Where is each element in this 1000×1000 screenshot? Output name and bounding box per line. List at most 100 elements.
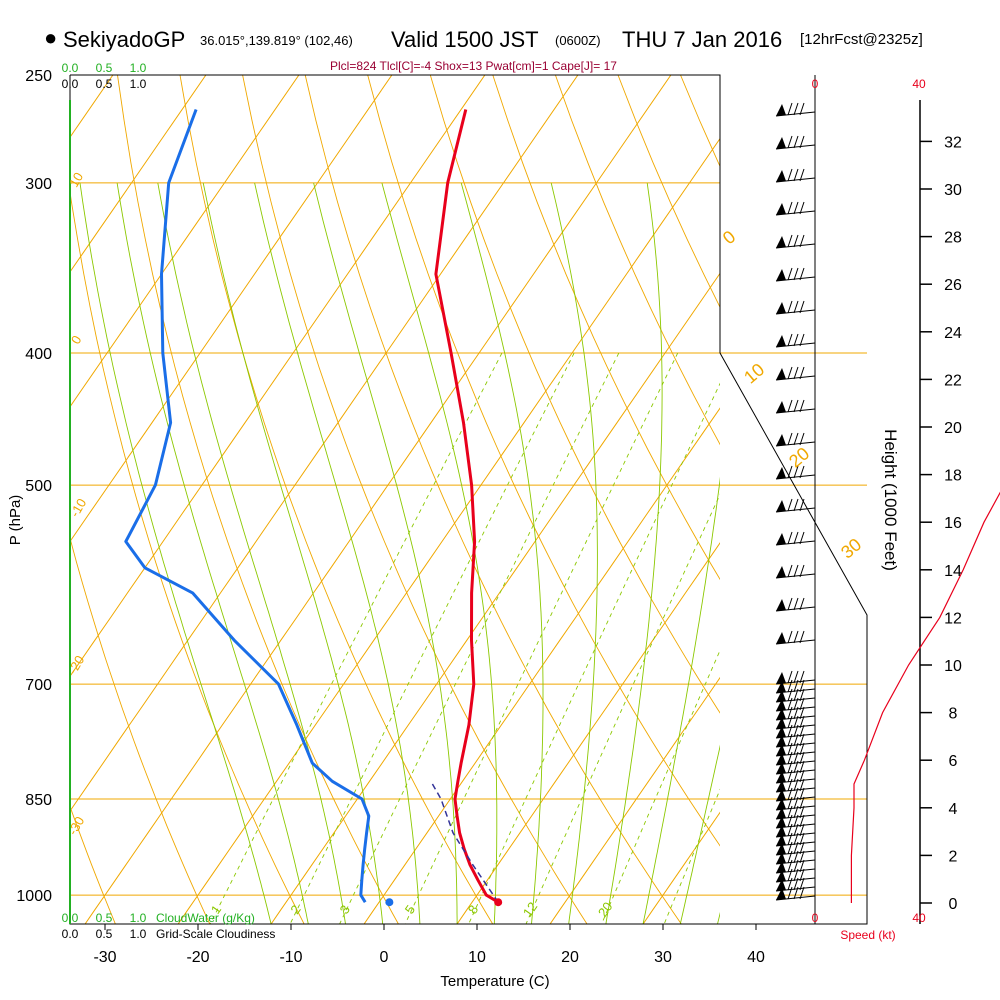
cloud-water-scale-label: 0.5 [96, 911, 113, 925]
wind-barb-feather [799, 850, 805, 864]
wind-barb [775, 432, 816, 447]
wind-barb-feather [787, 168, 793, 182]
wind-barb-flag [776, 807, 786, 819]
wind-barb-flag [776, 744, 786, 756]
height-tick-label: 6 [949, 753, 958, 770]
wind-barb-flag [776, 434, 786, 446]
wind-barb-feather [793, 760, 799, 774]
moist-adiabat-line [550, 182, 598, 924]
wind-barb-feather [787, 498, 793, 512]
isotherm-line [829, 75, 1000, 924]
cloudiness-scale-label: 0.0 [62, 927, 79, 941]
height-tick-label: 32 [944, 134, 962, 151]
wind-barb [775, 333, 816, 348]
wind-barb-feather [799, 796, 805, 810]
dry-adiabat-line [931, 75, 1000, 924]
dry-adiabat-line [70, 805, 116, 924]
wind-barb-flag [776, 632, 786, 644]
wind-barb [775, 597, 816, 612]
mixing-ratio-line [404, 352, 679, 924]
cloud-water-scale-label: 1.0 [130, 61, 147, 75]
moist-adiabat-line [254, 182, 421, 924]
wind-barb-feather [787, 697, 793, 711]
station-dot-icon: ● [44, 25, 58, 50]
moist-adiabat-line [679, 744, 720, 924]
wind-barb-feather [787, 796, 793, 810]
moist-adiabat-line [642, 476, 720, 924]
wind-barb [775, 679, 816, 694]
wind-barb-feather [799, 564, 805, 578]
wind-barb-feather [799, 366, 805, 380]
wind-barb [775, 366, 816, 381]
moist-adiabat-line [116, 182, 309, 924]
wind-barb-feather [787, 769, 793, 783]
wind-barb-flag [776, 137, 786, 149]
wind-barb [775, 399, 816, 414]
wind-barb-feather [799, 742, 805, 756]
parcel-path [429, 780, 499, 903]
temperature-profile [434, 109, 499, 904]
wind-barb-feather [787, 630, 793, 644]
cloudiness-scale-label: 1.0 [130, 927, 147, 941]
pressure-tick-label: 850 [25, 792, 52, 809]
pressure-tick-label: 300 [25, 176, 52, 193]
wind-barb-flag [776, 690, 786, 702]
wind-barb [775, 135, 816, 150]
station-coords: 36.015°,139.819° (102,46) [200, 33, 353, 48]
height-tick-label: 28 [944, 230, 962, 247]
wind-barb-feather [799, 168, 805, 182]
height-tick-label: 30 [944, 182, 962, 199]
wind-barb-feather [793, 688, 799, 702]
moist-adiabat-line [717, 911, 720, 924]
wind-barb-feather [793, 832, 799, 846]
wind-barb-flag [776, 533, 786, 545]
wind-barb-flag [776, 816, 786, 828]
wind-barb-feather [787, 399, 793, 413]
wind-barb-feather [799, 688, 805, 702]
wind-barb-feather [793, 135, 799, 149]
height-tick-label: 2 [949, 848, 958, 865]
y-axis-title: P (hPa) [7, 495, 24, 546]
plot-area [70, 75, 720, 924]
wind-barb-feather [799, 868, 805, 882]
height-tick-label: 24 [944, 325, 962, 342]
wind-barb [775, 465, 816, 480]
wind-barb [775, 841, 816, 856]
wind-barb-flag [776, 789, 786, 801]
isotherm-line [70, 75, 393, 543]
wind-barb-feather [799, 630, 805, 644]
moist-adiabat-line [79, 182, 272, 924]
pressure-tick-label: 250 [25, 68, 52, 85]
surface-dewpoint-marker [385, 898, 394, 907]
isotherm-line [70, 75, 300, 408]
temperature-tick-label: 40 [747, 949, 765, 966]
wind-barb-feather [793, 465, 799, 479]
mixing-ratio-line [525, 493, 720, 924]
chart-header: ● SekiyadoGP 36.015°,139.819° (102,46) V… [0, 0, 1000, 73]
cloudiness-scale-label: 0.5 [96, 77, 113, 91]
temperature-tick-label: -10 [279, 949, 302, 966]
wind-barb-feather [799, 697, 805, 711]
wind-barb-feather [787, 742, 793, 756]
wind-barb-feather [787, 805, 793, 819]
surface-temperature-marker [494, 898, 503, 907]
dry-adiabat-line [70, 188, 305, 924]
wind-barb-feather [799, 498, 805, 512]
wind-barb [775, 102, 816, 117]
wind-barb-feather [793, 399, 799, 413]
dewpoint-profile [124, 108, 371, 903]
wind-barb-feather [793, 733, 799, 747]
wind-barb-feather [799, 432, 805, 446]
wind-barb-feather [787, 670, 793, 684]
pressure-tick-label: 700 [25, 677, 52, 694]
wind-barb [775, 267, 816, 282]
dry-adiabat-line [117, 75, 399, 924]
wind-barb-feather [787, 531, 793, 545]
wind-barb-feather [787, 706, 793, 720]
wind-barb-feather [793, 697, 799, 711]
moist-adiabat-line [460, 182, 544, 924]
temperature-tick-label: 10 [468, 949, 486, 966]
wind-barb-flag [776, 780, 786, 792]
wind-barb-flag [776, 236, 786, 248]
moist-adiabat-line [313, 182, 458, 924]
